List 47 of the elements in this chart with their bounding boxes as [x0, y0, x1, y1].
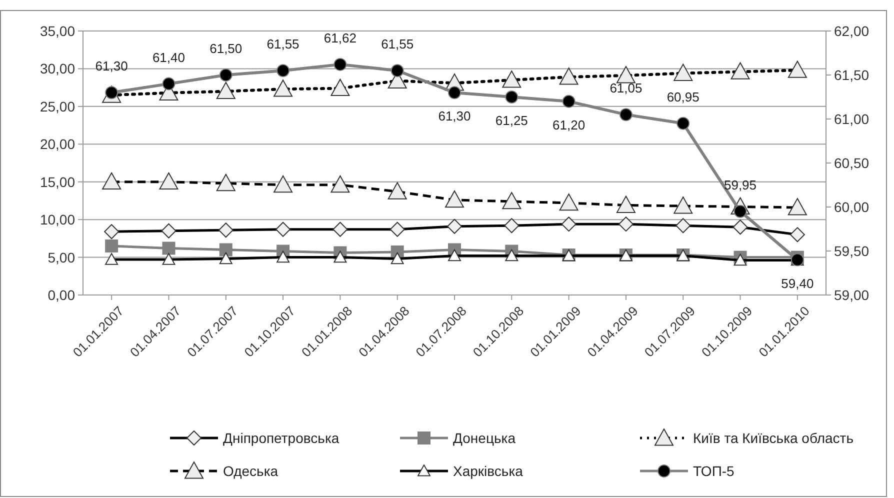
- y-tick-label: 0,00: [48, 287, 76, 303]
- point: [334, 58, 347, 71]
- y-tick-label: 5,00: [48, 249, 76, 266]
- point: [562, 94, 576, 108]
- y-tick-label: 35,00: [40, 23, 76, 39]
- data-label: 61,25: [495, 113, 528, 128]
- data-label: 61,30: [95, 58, 128, 74]
- data-label: 61,05: [610, 80, 642, 96]
- data-label: 61,40: [152, 50, 186, 65]
- point: [676, 116, 690, 130]
- y2-tick-label: 60,50: [834, 155, 870, 171]
- y-tick-label: 15,00: [40, 174, 76, 190]
- point: [505, 90, 518, 104]
- data-label: 61,50: [210, 41, 242, 56]
- point: [390, 64, 404, 78]
- data-label: 61,55: [381, 36, 414, 52]
- data-label: 61,20: [552, 117, 586, 132]
- data-label: 59,95: [724, 177, 757, 192]
- y2-tick-label: 60,00: [834, 199, 870, 215]
- y-tick-label: 10,00: [40, 212, 76, 228]
- y2-tick-label: 59,50: [834, 243, 870, 259]
- y2-tick-label: 61,50: [834, 67, 870, 83]
- y2-tick-label: 61,00: [834, 111, 870, 127]
- point: [219, 68, 232, 82]
- data-label: 61,30: [438, 108, 471, 124]
- y2-tick-label: 62,00: [834, 23, 870, 39]
- legend-label: Дніпропетровська: [223, 430, 340, 446]
- data-label: 61,55: [266, 36, 300, 52]
- point: [162, 77, 176, 90]
- point: [162, 242, 176, 255]
- point: [219, 243, 232, 256]
- y-tick-label: 20,00: [40, 136, 76, 152]
- legend-label: Харківська: [453, 463, 524, 479]
- y-tick-label: 30,00: [40, 60, 76, 77]
- point: [105, 239, 118, 252]
- point: [448, 86, 461, 100]
- legend-label: Одеська: [223, 463, 278, 479]
- legend-label: Київ та Київська область: [693, 430, 854, 446]
- data-label: 59,40: [781, 276, 814, 291]
- data-label: 60,95: [666, 89, 700, 104]
- y2-tick-label: 59,00: [834, 287, 870, 303]
- point: [276, 64, 290, 78]
- point: [619, 108, 632, 122]
- data-label: 61,62: [324, 30, 356, 46]
- legend-label: ТОП-5: [693, 463, 735, 479]
- y-tick-label: 25,00: [40, 98, 76, 114]
- legend-label: Донецька: [453, 430, 516, 446]
